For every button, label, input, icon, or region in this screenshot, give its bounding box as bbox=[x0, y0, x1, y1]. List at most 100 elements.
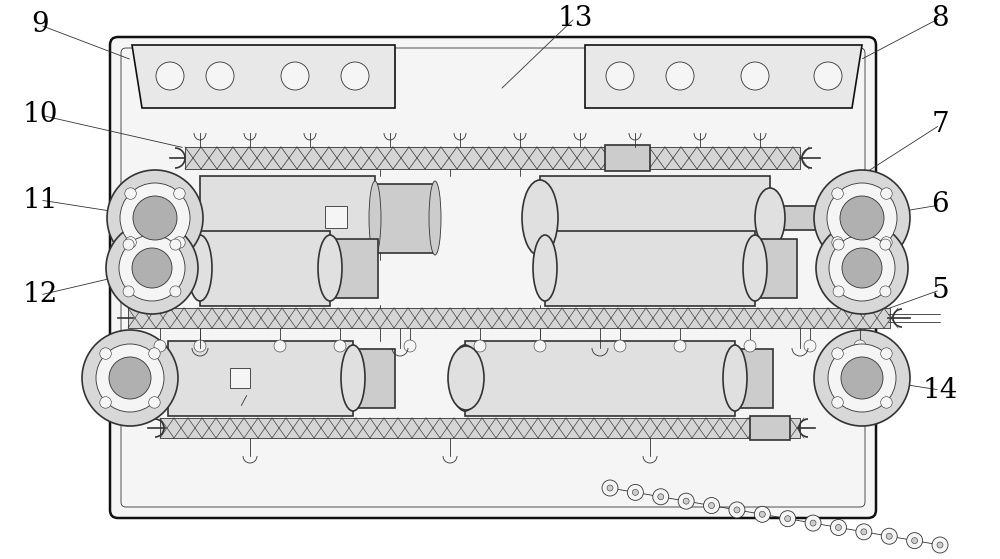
Circle shape bbox=[123, 239, 134, 250]
Bar bbox=[330, 239, 378, 298]
Bar bbox=[375, 184, 435, 253]
Circle shape bbox=[125, 188, 136, 200]
Bar bbox=[185, 147, 800, 169]
Circle shape bbox=[602, 480, 618, 496]
Circle shape bbox=[886, 533, 892, 539]
Circle shape bbox=[832, 397, 843, 408]
Circle shape bbox=[206, 62, 234, 90]
Polygon shape bbox=[585, 45, 862, 108]
Bar bbox=[160, 418, 800, 438]
Bar bbox=[200, 231, 330, 306]
Circle shape bbox=[474, 340, 486, 352]
Text: 12: 12 bbox=[22, 282, 58, 309]
Circle shape bbox=[854, 340, 866, 352]
Circle shape bbox=[704, 498, 720, 514]
Circle shape bbox=[810, 520, 816, 526]
Circle shape bbox=[881, 397, 892, 408]
Circle shape bbox=[119, 235, 185, 301]
Circle shape bbox=[741, 62, 769, 90]
Ellipse shape bbox=[429, 181, 441, 255]
Circle shape bbox=[607, 485, 613, 491]
Polygon shape bbox=[132, 45, 395, 108]
Ellipse shape bbox=[448, 346, 484, 410]
Circle shape bbox=[861, 529, 867, 535]
Circle shape bbox=[828, 344, 896, 412]
Bar bbox=[735, 349, 773, 408]
Ellipse shape bbox=[451, 345, 479, 411]
Text: 7: 7 bbox=[931, 111, 949, 139]
Circle shape bbox=[666, 62, 694, 90]
Circle shape bbox=[341, 62, 369, 90]
Circle shape bbox=[133, 196, 177, 240]
Circle shape bbox=[759, 511, 765, 517]
Bar bbox=[750, 416, 790, 440]
Circle shape bbox=[744, 340, 756, 352]
Circle shape bbox=[96, 344, 164, 412]
Circle shape bbox=[281, 62, 309, 90]
Bar bbox=[465, 341, 735, 416]
Ellipse shape bbox=[188, 235, 212, 301]
Ellipse shape bbox=[369, 181, 381, 255]
Circle shape bbox=[754, 506, 770, 522]
Ellipse shape bbox=[318, 235, 342, 301]
Circle shape bbox=[606, 62, 634, 90]
Circle shape bbox=[534, 340, 546, 352]
Circle shape bbox=[109, 357, 151, 399]
Circle shape bbox=[404, 340, 416, 352]
Bar bbox=[605, 145, 650, 171]
Circle shape bbox=[833, 286, 844, 297]
Circle shape bbox=[125, 236, 136, 248]
Circle shape bbox=[632, 489, 638, 495]
Ellipse shape bbox=[743, 235, 767, 301]
Circle shape bbox=[123, 286, 134, 297]
Circle shape bbox=[841, 357, 883, 399]
Circle shape bbox=[174, 236, 185, 248]
Circle shape bbox=[832, 236, 843, 248]
Circle shape bbox=[709, 503, 715, 509]
Text: 14: 14 bbox=[922, 377, 958, 404]
Bar bbox=[168, 341, 353, 416]
Circle shape bbox=[881, 236, 892, 248]
Ellipse shape bbox=[755, 188, 785, 248]
Circle shape bbox=[833, 239, 844, 250]
Circle shape bbox=[912, 538, 918, 543]
Circle shape bbox=[829, 235, 895, 301]
Circle shape bbox=[932, 537, 948, 553]
Circle shape bbox=[149, 397, 160, 408]
Circle shape bbox=[780, 511, 796, 527]
FancyBboxPatch shape bbox=[110, 37, 876, 518]
Circle shape bbox=[832, 188, 843, 200]
Circle shape bbox=[170, 286, 181, 297]
Circle shape bbox=[82, 330, 178, 426]
Circle shape bbox=[674, 340, 686, 352]
Ellipse shape bbox=[522, 180, 558, 256]
Bar bbox=[545, 231, 755, 306]
Circle shape bbox=[832, 348, 843, 359]
Bar bbox=[540, 176, 770, 261]
Circle shape bbox=[842, 248, 882, 288]
Text: 10: 10 bbox=[22, 102, 58, 129]
Bar bbox=[230, 368, 250, 388]
Circle shape bbox=[174, 188, 185, 200]
Circle shape bbox=[880, 239, 891, 250]
Circle shape bbox=[132, 248, 172, 288]
Ellipse shape bbox=[723, 345, 747, 411]
Text: 5: 5 bbox=[931, 277, 949, 304]
Circle shape bbox=[814, 62, 842, 90]
Text: 11: 11 bbox=[22, 187, 58, 214]
Circle shape bbox=[156, 62, 184, 90]
Text: 6: 6 bbox=[931, 192, 949, 219]
Circle shape bbox=[816, 222, 908, 314]
Bar bbox=[755, 239, 797, 298]
Circle shape bbox=[627, 485, 643, 500]
Circle shape bbox=[907, 533, 923, 548]
Circle shape bbox=[194, 340, 206, 352]
Circle shape bbox=[170, 239, 181, 250]
Circle shape bbox=[814, 170, 910, 266]
Circle shape bbox=[840, 196, 884, 240]
Circle shape bbox=[107, 170, 203, 266]
Circle shape bbox=[106, 222, 198, 314]
Circle shape bbox=[683, 498, 689, 504]
Circle shape bbox=[100, 397, 111, 408]
Circle shape bbox=[149, 348, 160, 359]
